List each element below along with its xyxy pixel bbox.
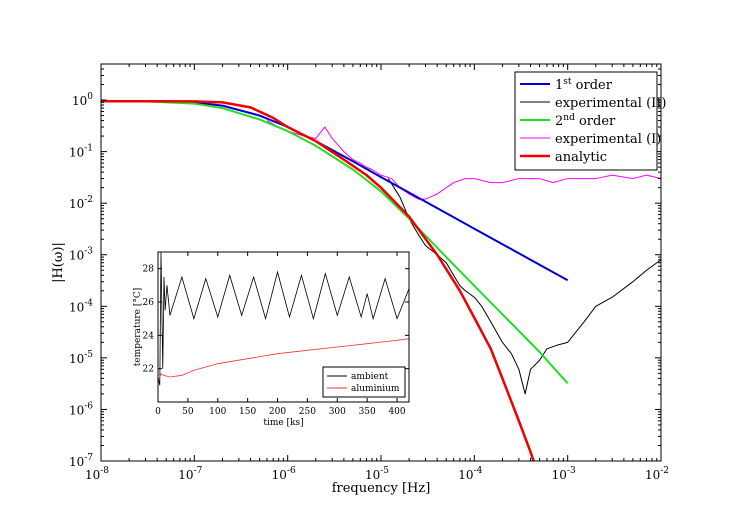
main-y-tick-label: 100 (72, 92, 93, 108)
inset-x-axis-label: time [ks] (263, 418, 303, 428)
series-second-order (101, 100, 569, 385)
main-legend-label-sup: st (563, 77, 572, 87)
inset-axis-ticks: 0 50 100 150 200 250 300 350 400 22 24 26 28 (143, 252, 409, 417)
inset-y-axis-label: temperature [°C] (133, 288, 143, 367)
main-y-tick-base: 10 (69, 352, 84, 366)
main-y-tick-label: 10-5 (69, 350, 93, 366)
main-legend-label-rest: order (575, 114, 616, 129)
main-y-tick-label: 10-3 (69, 247, 93, 263)
series-experimental-ii (387, 178, 661, 395)
inset-x-tick-label: 0 (155, 407, 161, 417)
inset-y-tick-label: 26 (143, 298, 155, 308)
main-legend-label: experimental (I) (555, 132, 661, 147)
main-x-tick-base: 10 (272, 468, 287, 482)
inset-x-tick-label: 50 (182, 407, 194, 417)
inset-series-aluminium (158, 338, 409, 383)
main-y-tick-base: 10 (69, 403, 84, 417)
inset-y-tick-label: 24 (143, 331, 155, 341)
main-x-tick-base: 10 (365, 468, 380, 482)
main-x-axis-label: frequency [Hz] (332, 481, 431, 496)
main-y-tick-exponent: -7 (84, 453, 93, 463)
main-x-tick-exponent: -8 (100, 466, 109, 476)
inset-plot-frame (157, 251, 410, 403)
inset-legend-box (322, 366, 406, 398)
main-x-tick-exponent: -2 (660, 466, 669, 476)
main-x-tick-base: 10 (85, 468, 100, 482)
main-x-tick-label: 10-4 (458, 466, 482, 482)
main-y-tick-exponent: -1 (84, 144, 93, 154)
main-x-tick-label: 10-3 (552, 466, 576, 482)
inset-y-tick-label: 28 (143, 265, 155, 275)
main-y-tick-base: 10 (69, 455, 84, 469)
main-legend-label-main: 1 (555, 78, 563, 93)
main-x-tick-base: 10 (178, 468, 193, 482)
main-y-tick-exponent: -2 (84, 195, 93, 205)
inset-y-tick-label: 22 (143, 365, 154, 375)
series-analytic (101, 99, 535, 461)
main-y-axis-label: |H(ω)| (51, 242, 66, 283)
inset-series-group (158, 252, 409, 386)
inset-x-tick-label: 200 (269, 407, 286, 417)
main-x-tick-exponent: -4 (474, 466, 483, 476)
main-y-tick-base: 10 (69, 300, 84, 314)
main-x-tick-base: 10 (458, 468, 473, 482)
main-y-tick-label: 10-2 (69, 195, 93, 211)
main-y-tick-base: 10 (72, 94, 87, 108)
main-y-tick-label: 10-4 (69, 298, 93, 314)
main-y-tick-label: 10-6 (69, 401, 93, 417)
main-legend: 1st order experimental (II) 2nd order exper… (514, 71, 666, 171)
main-x-tick-base: 10 (552, 468, 567, 482)
series-first-order (101, 100, 569, 282)
main-x-tick-label: 10-6 (272, 466, 296, 482)
main-legend-label: analytic (555, 150, 607, 165)
main-x-tick-label: 10-8 (85, 466, 109, 482)
main-x-tick-exponent: -7 (194, 466, 203, 476)
main-legend-label-sup: nd (563, 113, 575, 123)
inset-legend: ambient aluminium (322, 366, 406, 398)
main-y-tick-label: 10-7 (69, 453, 93, 469)
main-legend-label: experimental (II) (555, 96, 666, 111)
main-x-tick-exponent: -6 (287, 466, 296, 476)
main-y-tick-base: 10 (69, 146, 84, 160)
main-y-tick-exponent: 0 (87, 92, 93, 102)
inset-x-tick-label: 350 (359, 407, 376, 417)
main-legend-label-rest: order (572, 78, 613, 93)
inset-x-tick-label: 400 (388, 407, 405, 417)
main-y-tick-exponent: -4 (84, 298, 93, 308)
main-y-tick-exponent: -3 (84, 247, 93, 257)
inset-x-tick-label: 150 (239, 407, 256, 417)
main-y-tick-label: 10-1 (69, 144, 93, 160)
main-x-tick-exponent: -5 (380, 466, 389, 476)
inset-x-tick-label: 250 (299, 407, 316, 417)
main-x-tick-label: 10-7 (178, 466, 202, 482)
inset-plot: 0 50 100 150 200 250 300 350 400 22 24 26 28 time [k… (133, 251, 410, 428)
inset-x-tick-label: 100 (209, 407, 226, 417)
main-legend-label: 1st order (555, 77, 613, 93)
main-y-tick-base: 10 (69, 249, 84, 263)
inset-legend-label: aluminium (351, 384, 400, 394)
inset-series-ambient (158, 252, 409, 386)
main-y-tick-exponent: -6 (84, 401, 93, 411)
main-y-tick-base: 10 (69, 197, 84, 211)
main-legend-label: 2nd order (555, 113, 616, 129)
main-x-tick-base: 10 (645, 468, 660, 482)
main-axis-ticks: 10-8 10-7 10-6 10-5 10-4 10-3 10-210010-110-21… (69, 63, 669, 482)
main-x-tick-exponent: -3 (567, 466, 576, 476)
main-x-tick-label: 10-2 (645, 466, 669, 482)
inset-legend-label: ambient (351, 372, 389, 382)
main-x-tick-label: 10-5 (365, 466, 389, 482)
inset-x-tick-label: 300 (329, 407, 346, 417)
main-legend-label-main: 2 (555, 114, 563, 129)
main-series-group (101, 99, 661, 461)
main-y-tick-exponent: -5 (84, 350, 93, 360)
